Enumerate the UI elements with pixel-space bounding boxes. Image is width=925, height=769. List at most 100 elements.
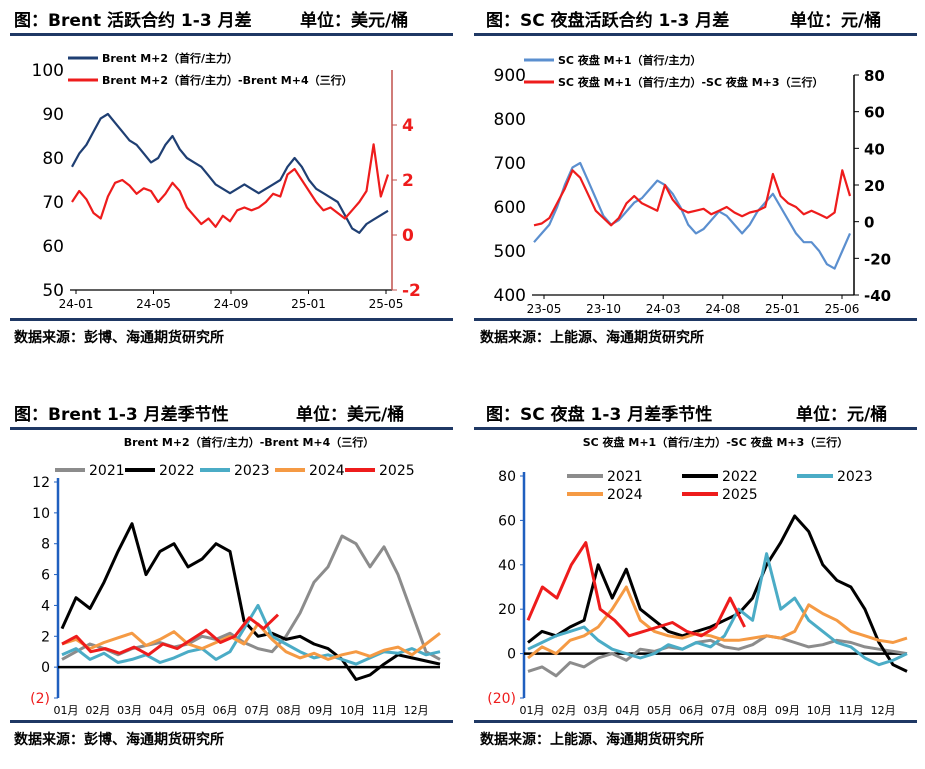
series-line-1: [71, 112, 389, 234]
chart-subtitle: SC 夜盘 M+1（首行/主力）-SC 夜盘 M+3（三行）: [583, 435, 849, 449]
right-tick-label: -40: [864, 287, 891, 305]
panel1-top-rule: [10, 33, 453, 36]
y-tick-label: 60: [498, 513, 516, 529]
legend-label-2025: 2025: [722, 487, 758, 503]
y-tick-label: 0: [41, 660, 50, 676]
legend-label-1: Brent M+2（首行/主力）: [102, 51, 238, 65]
left-tick-label: 50: [42, 281, 64, 301]
x-tick-label: 04月: [149, 704, 174, 717]
panel4-source: 数据来源：上能源、海通期货研究所: [480, 732, 704, 748]
x-tick-label: 24-05: [136, 297, 171, 311]
x-tick-label: 05月: [181, 704, 206, 717]
legend-label-2022: 2022: [722, 469, 758, 485]
legend-label-2023: 2023: [837, 469, 873, 485]
y-tick-label: 80: [498, 469, 516, 485]
series-line-1: [533, 161, 852, 270]
legend-label-1: SC 夜盘 M+1（首行/主力）: [558, 53, 702, 67]
x-tick-label: 01月: [520, 704, 545, 717]
right-tick-label: 0: [864, 214, 874, 232]
y-tick-label: 4: [41, 598, 50, 614]
series-line-2021: [527, 634, 908, 678]
x-tick-label: 09月: [775, 704, 800, 717]
left-tick-label: 700: [494, 154, 526, 174]
legend-label-2022: 2022: [159, 463, 195, 479]
panel3-title: 图：Brent 1-3 月差季节性: [14, 405, 229, 425]
legend-label-2023: 2023: [234, 463, 270, 479]
x-tick-label: 02月: [551, 704, 576, 717]
x-tick-label: 24-08: [705, 302, 740, 316]
right-tick-label: 20: [864, 177, 885, 195]
right-tick-label: 4: [402, 116, 414, 136]
panel1-bottom-rule: [10, 318, 453, 321]
legend-label-2024: 2024: [309, 463, 345, 479]
x-tick-label: 12月: [404, 704, 429, 717]
left-tick-label: 80: [42, 149, 64, 169]
panel2-bottom-rule: [474, 318, 917, 321]
x-tick-label: 24-03: [646, 302, 681, 316]
series-line-2: [71, 143, 390, 228]
left-tick-label: 800: [494, 110, 526, 130]
x-tick-label: 07月: [711, 704, 736, 717]
x-tick-label: 03月: [583, 704, 608, 717]
x-tick-label: 06月: [679, 704, 704, 717]
series-line-2025: [526, 541, 746, 638]
x-tick-label: 05月: [647, 704, 672, 717]
x-tick-label: 08月: [743, 704, 768, 717]
x-tick-label: 12月: [871, 704, 896, 717]
x-tick-label: 03月: [117, 704, 142, 717]
x-tick-label: 24-01: [59, 297, 94, 311]
y-tick-label: 0: [507, 647, 516, 663]
y-tick-label: (20): [487, 691, 516, 707]
left-tick-label: 400: [494, 286, 526, 306]
series-line-2: [533, 169, 852, 227]
panel2-unit: 单位：元/桶: [790, 11, 882, 31]
panel3-bottom-rule: [10, 720, 453, 723]
left-tick-label: 90: [42, 105, 64, 125]
x-tick-label: 08月: [276, 704, 301, 717]
series-line-2025: [61, 613, 280, 657]
y-tick-label: (2): [30, 691, 50, 707]
panel4-title: 图：SC 夜盘 1-3 月差季节性: [486, 405, 713, 425]
panel2-top-rule: [474, 33, 917, 36]
x-tick-label: 24-09: [214, 297, 249, 311]
series-line-2021: [61, 534, 441, 661]
sc-seasonality-chart: SC 夜盘 M+1（首行/主力）-SC 夜盘 M+3（三行） (20) 0 20 40 6…: [487, 435, 908, 717]
legend-label-2: SC 夜盘 M+1（首行/主力）-SC 夜盘 M+3（三行）: [558, 75, 824, 89]
chart-subtitle: Brent M+2（首行/主力）-Brent M+4（三行）: [124, 435, 375, 449]
x-tick-label: 07月: [245, 704, 270, 717]
panel2-source: 数据来源：上能源、海通期货研究所: [480, 330, 704, 346]
panel1-source: 数据来源：彭博、海通期货研究所: [14, 330, 224, 346]
x-tick-label: 02月: [85, 704, 110, 717]
panel4-bottom-rule: [474, 720, 917, 723]
panel3-source: 数据来源：彭博、海通期货研究所: [14, 732, 224, 748]
panel1-unit: 单位：美元/桶: [300, 11, 409, 31]
panel3-unit: 单位：美元/桶: [296, 405, 405, 425]
right-tick-label: -20: [864, 250, 891, 268]
sc-spread-chart: 400 500 600 700 800 900 -40 -20 0 20 40 60 80 23-05 23…: [494, 53, 892, 316]
y-tick-label: 12: [32, 475, 50, 491]
x-tick-label: 23-05: [527, 302, 562, 316]
panel1-title: 图：Brent 活跃合约 1-3 月差: [14, 11, 252, 31]
left-tick-label: 60: [42, 237, 64, 257]
panel2-title: 图：SC 夜盘活跃合约 1-3 月差: [486, 11, 730, 31]
y-tick-label: 8: [41, 537, 50, 553]
left-tick-label: 100: [32, 61, 64, 81]
series-line-2023: [527, 552, 908, 667]
left-tick-label: 600: [494, 198, 526, 218]
right-tick-label: 0: [402, 226, 414, 246]
panel4-top-rule: [474, 427, 917, 430]
x-tick-label: 01月: [54, 704, 79, 717]
x-tick-label: 10月: [340, 704, 365, 717]
y-tick-label: 2: [41, 629, 50, 645]
x-tick-label: 25-06: [825, 302, 860, 316]
y-tick-label: 10: [32, 506, 50, 522]
x-tick-label: 04月: [615, 704, 640, 717]
x-tick-label: 10月: [807, 704, 832, 717]
brent-spread-chart: 50 60 70 80 90 100 -2 0 2 4 24-01 24-05 24-09 25-01 25…: [32, 51, 421, 311]
x-tick-label: 25-01: [765, 302, 800, 316]
x-tick-label: 25-05: [369, 297, 404, 311]
legend-label-2025: 2025: [379, 463, 415, 479]
legend-label-2024: 2024: [607, 487, 643, 503]
panel3-top-rule: [10, 427, 453, 430]
right-tick-label: 40: [864, 140, 885, 158]
